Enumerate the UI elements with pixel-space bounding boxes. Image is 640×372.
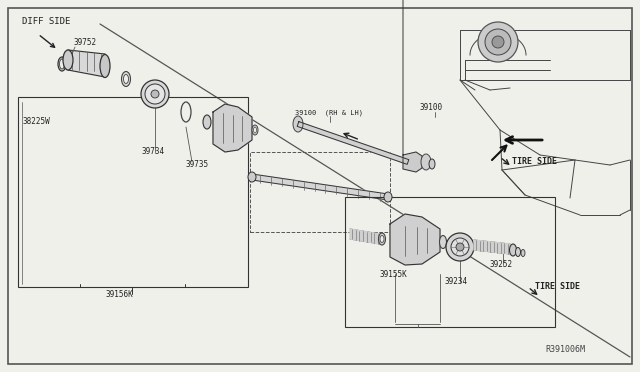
Ellipse shape	[429, 159, 435, 169]
Text: DIFF SIDE: DIFF SIDE	[22, 17, 70, 26]
Circle shape	[145, 84, 165, 104]
Circle shape	[451, 238, 469, 256]
Ellipse shape	[378, 233, 385, 245]
Ellipse shape	[380, 235, 384, 243]
Text: 39734: 39734	[142, 147, 165, 156]
Polygon shape	[390, 214, 440, 265]
Text: 39156K: 39156K	[105, 290, 132, 299]
Ellipse shape	[122, 71, 131, 87]
Ellipse shape	[58, 57, 66, 71]
Circle shape	[456, 243, 464, 251]
Polygon shape	[213, 104, 252, 152]
Ellipse shape	[521, 250, 525, 257]
Ellipse shape	[384, 192, 392, 202]
Ellipse shape	[440, 235, 447, 248]
Polygon shape	[403, 152, 422, 172]
Text: TIRE SIDE: TIRE SIDE	[512, 157, 557, 166]
Polygon shape	[350, 229, 380, 244]
Ellipse shape	[60, 59, 65, 69]
Ellipse shape	[421, 154, 431, 170]
Circle shape	[492, 36, 504, 48]
Circle shape	[151, 90, 159, 98]
Ellipse shape	[509, 244, 516, 256]
Text: R391006M: R391006M	[545, 345, 585, 354]
Ellipse shape	[100, 55, 110, 77]
Circle shape	[141, 80, 169, 108]
Text: 38225W: 38225W	[22, 117, 50, 126]
Polygon shape	[252, 174, 388, 200]
Text: 39252: 39252	[490, 260, 513, 269]
Text: TIRE SIDE: TIRE SIDE	[535, 282, 580, 291]
Polygon shape	[68, 50, 105, 77]
Text: 39752: 39752	[73, 38, 96, 47]
Ellipse shape	[203, 115, 211, 129]
Text: 39234: 39234	[445, 277, 468, 286]
Ellipse shape	[293, 116, 303, 132]
Ellipse shape	[515, 247, 520, 257]
Ellipse shape	[124, 74, 129, 83]
Polygon shape	[297, 122, 409, 164]
Ellipse shape	[252, 125, 258, 135]
Ellipse shape	[248, 172, 256, 182]
Bar	[345, 197, 555, 327]
Bar	[250, 152, 390, 232]
Ellipse shape	[63, 50, 73, 70]
Text: 39155K: 39155K	[380, 270, 408, 279]
Ellipse shape	[253, 127, 257, 133]
Circle shape	[446, 233, 474, 261]
Text: 39735: 39735	[185, 160, 208, 169]
Polygon shape	[474, 240, 510, 254]
Bar	[18, 97, 248, 287]
Text: 39100  (RH & LH): 39100 (RH & LH)	[295, 109, 363, 115]
Circle shape	[478, 22, 518, 62]
Circle shape	[485, 29, 511, 55]
Text: 39100: 39100	[420, 103, 443, 112]
